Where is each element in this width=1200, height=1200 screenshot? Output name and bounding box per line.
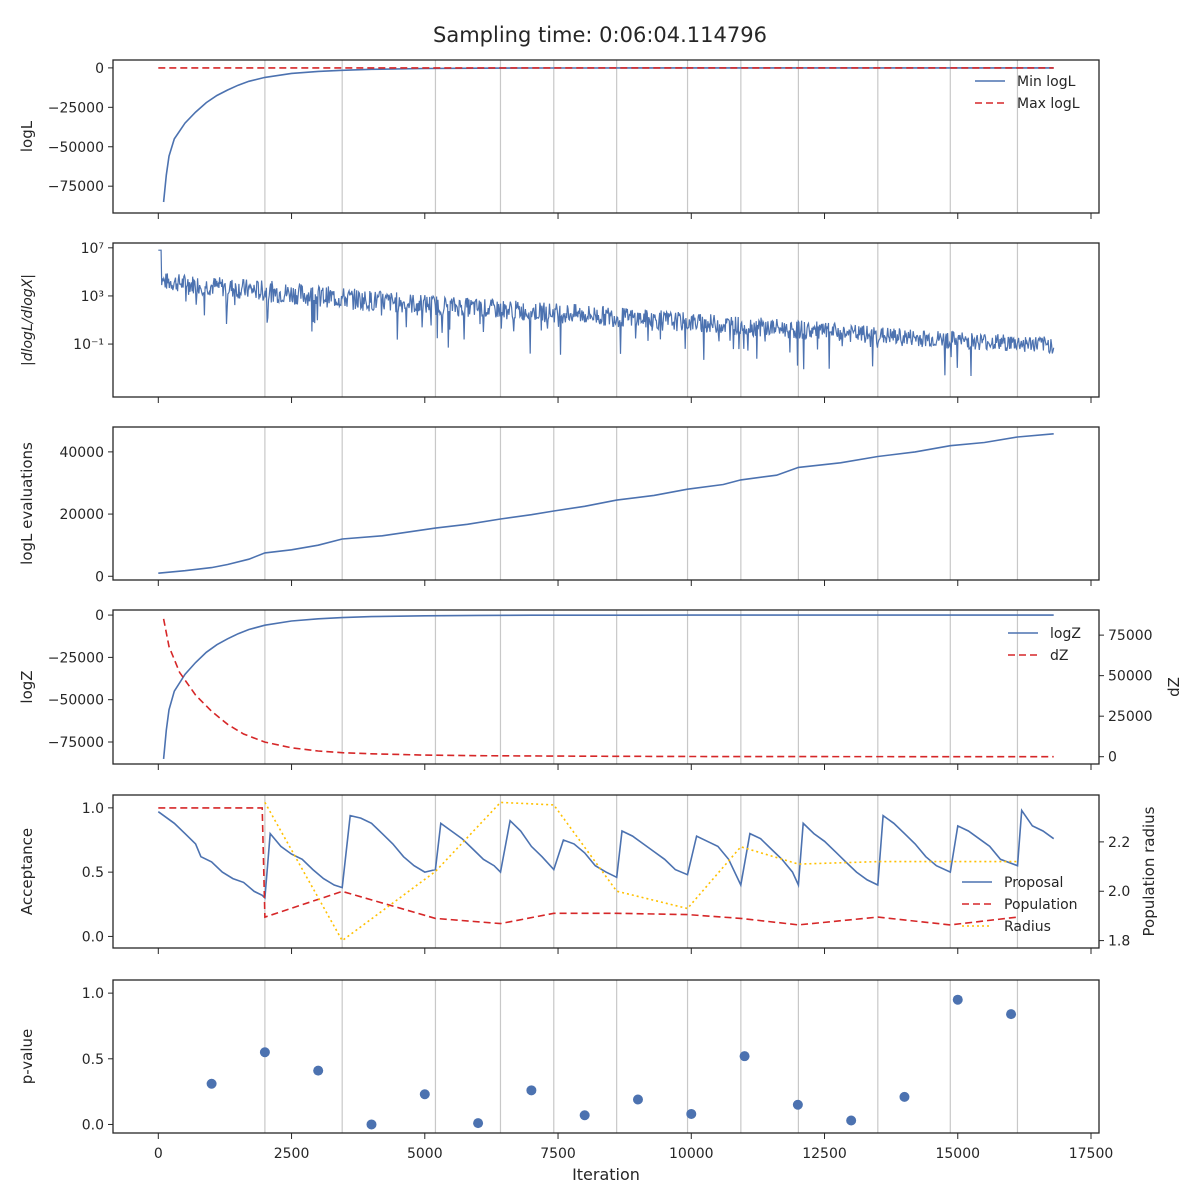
data-point [1006, 1009, 1017, 1020]
x-tick-label: 7500 [540, 1146, 576, 1162]
axes-frame [112, 242, 1100, 398]
y-tick-label: −50000 [48, 140, 104, 156]
y-tick-label: 0 [95, 61, 104, 77]
x-tick-label: 0 [154, 1146, 163, 1162]
y-axis-label: logZ [18, 670, 36, 703]
y-axis-label: p-value [18, 1029, 36, 1085]
data-point [792, 1099, 803, 1110]
y-tick-label: 10⁷ [81, 241, 104, 257]
panels: 0 −25000 −50000 −75000 logL Min logL Max logL 1… [18, 59, 1183, 1162]
data-point [419, 1089, 430, 1100]
y-tick-label: 20000 [59, 507, 104, 523]
series-logz [162, 614, 1054, 759]
x-tick-label: 10000 [669, 1146, 714, 1162]
data-point [313, 1065, 324, 1076]
axes-frame [112, 426, 1100, 581]
legend-label: Min logL [1017, 74, 1076, 90]
x-tick-label: 5000 [407, 1146, 443, 1162]
x-tick-label: 12500 [802, 1146, 847, 1162]
y-tick-label: 0.5 [82, 1052, 104, 1068]
data-point [632, 1094, 643, 1105]
y-tick-label: −25000 [48, 650, 104, 666]
data-point [846, 1115, 857, 1126]
series-dz [162, 618, 1054, 758]
series-radius [264, 801, 1018, 942]
legend-label: dZ [1050, 648, 1068, 664]
y-right-tick-label: 2.2 [1108, 835, 1130, 851]
data-point [952, 994, 963, 1005]
series-dlogl-trace [158, 249, 1055, 377]
y-tick-label: 10⁻¹ [73, 337, 104, 353]
y-tick-label: −75000 [48, 735, 104, 751]
y-tick-label: 40000 [59, 445, 104, 461]
y-tick-label: 10³ [81, 289, 104, 305]
y-right-tick-label: 0 [1108, 750, 1117, 766]
panel-logL: 0 −25000 −50000 −75000 logL Min logL Max logL [18, 59, 1100, 219]
y-tick-label: 0 [95, 569, 104, 585]
y-right-tick-label: 2.0 [1108, 884, 1130, 900]
data-point [366, 1119, 377, 1130]
y-tick-label: 0.0 [82, 929, 104, 945]
axes-frame [112, 794, 1100, 949]
y-axis-label: |dlogL/dlogX| [20, 274, 36, 366]
axes-frame [112, 609, 1100, 765]
y-axis-label: Acceptance [18, 828, 36, 915]
axes-frame [112, 59, 1100, 214]
y-tick-label: 0 [95, 608, 104, 624]
data-point [579, 1110, 590, 1121]
legend-label: Proposal [1004, 875, 1063, 891]
legend-label: logZ [1050, 626, 1081, 642]
panel-dlogL: 10⁷ 10³ 10⁻¹ |dlogL/dlogX| [20, 241, 1100, 403]
series-proposal [157, 808, 1055, 900]
y-tick-label: 0.0 [82, 1117, 104, 1133]
series-evals [158, 433, 1054, 574]
data-point [473, 1118, 484, 1129]
y-axis-label: logL evaluations [18, 442, 36, 565]
y-right-axis-label: Population radius [1140, 806, 1158, 936]
y-axis-label: logL [18, 120, 36, 152]
axes-frame [112, 979, 1100, 1134]
panel-logZ: 0 −25000 −50000 −75000 logZ 0 25000 50000 75000 d… [18, 608, 1183, 770]
x-tick-label: 2500 [274, 1146, 310, 1162]
figure-title: Sampling time: 0:06:04.114796 [433, 23, 767, 47]
y-right-tick-label: 75000 [1108, 628, 1153, 644]
y-right-tick-label: 25000 [1108, 709, 1153, 725]
data-point [899, 1091, 910, 1102]
data-point [526, 1085, 537, 1096]
data-point [259, 1047, 270, 1058]
x-tick-label: 15000 [935, 1146, 980, 1162]
panel-acceptance: 0.0 0.5 1.0 Acceptance 1.8 2.0 2.2 Population r… [18, 794, 1158, 954]
x-tick-label: 17500 [1069, 1146, 1114, 1162]
legend-label: Max logL [1017, 96, 1080, 112]
data-point [686, 1108, 697, 1119]
y-tick-label: −25000 [48, 100, 104, 116]
y-right-axis-label: dZ [1165, 677, 1183, 697]
legend-label: Population [1004, 897, 1078, 913]
y-tick-label: 1.0 [82, 986, 104, 1002]
y-right-tick-label: 50000 [1108, 669, 1153, 685]
series-population [158, 807, 1018, 926]
legend-label: Radius [1004, 919, 1051, 935]
y-tick-label: −50000 [48, 693, 104, 709]
panel-pvalue: 0.0 0.5 1.0 p-value 0 2500 5000 7500 10000 12500 1… [18, 979, 1114, 1162]
y-tick-label: −75000 [48, 179, 104, 195]
series-min-logl [162, 67, 1054, 203]
data-point [739, 1051, 750, 1062]
y-tick-label: 0.5 [82, 865, 104, 881]
x-axis-label: Iteration [572, 1165, 640, 1184]
data-point [206, 1078, 217, 1089]
y-right-tick-label: 1.8 [1108, 934, 1130, 950]
panel-evals: 0 20000 40000 logL evaluations [18, 426, 1100, 586]
y-tick-label: 1.0 [82, 801, 104, 817]
